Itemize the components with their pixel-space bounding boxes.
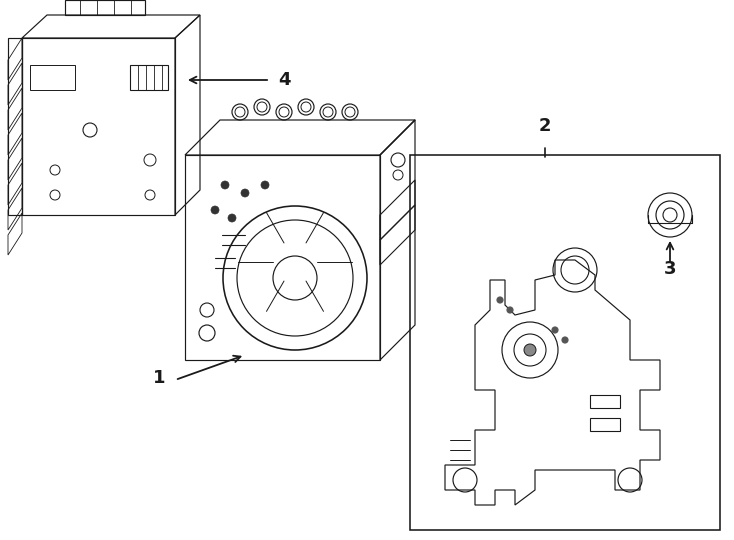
- Circle shape: [524, 344, 536, 356]
- Text: 2: 2: [539, 117, 551, 135]
- Circle shape: [241, 189, 249, 197]
- Circle shape: [552, 327, 558, 333]
- Circle shape: [261, 181, 269, 189]
- Circle shape: [497, 297, 503, 303]
- Circle shape: [211, 206, 219, 214]
- Text: 3: 3: [664, 260, 676, 278]
- Circle shape: [562, 337, 568, 343]
- Circle shape: [228, 214, 236, 222]
- Text: 1: 1: [153, 369, 165, 387]
- Text: 4: 4: [278, 71, 291, 89]
- Circle shape: [507, 307, 513, 313]
- Circle shape: [221, 181, 229, 189]
